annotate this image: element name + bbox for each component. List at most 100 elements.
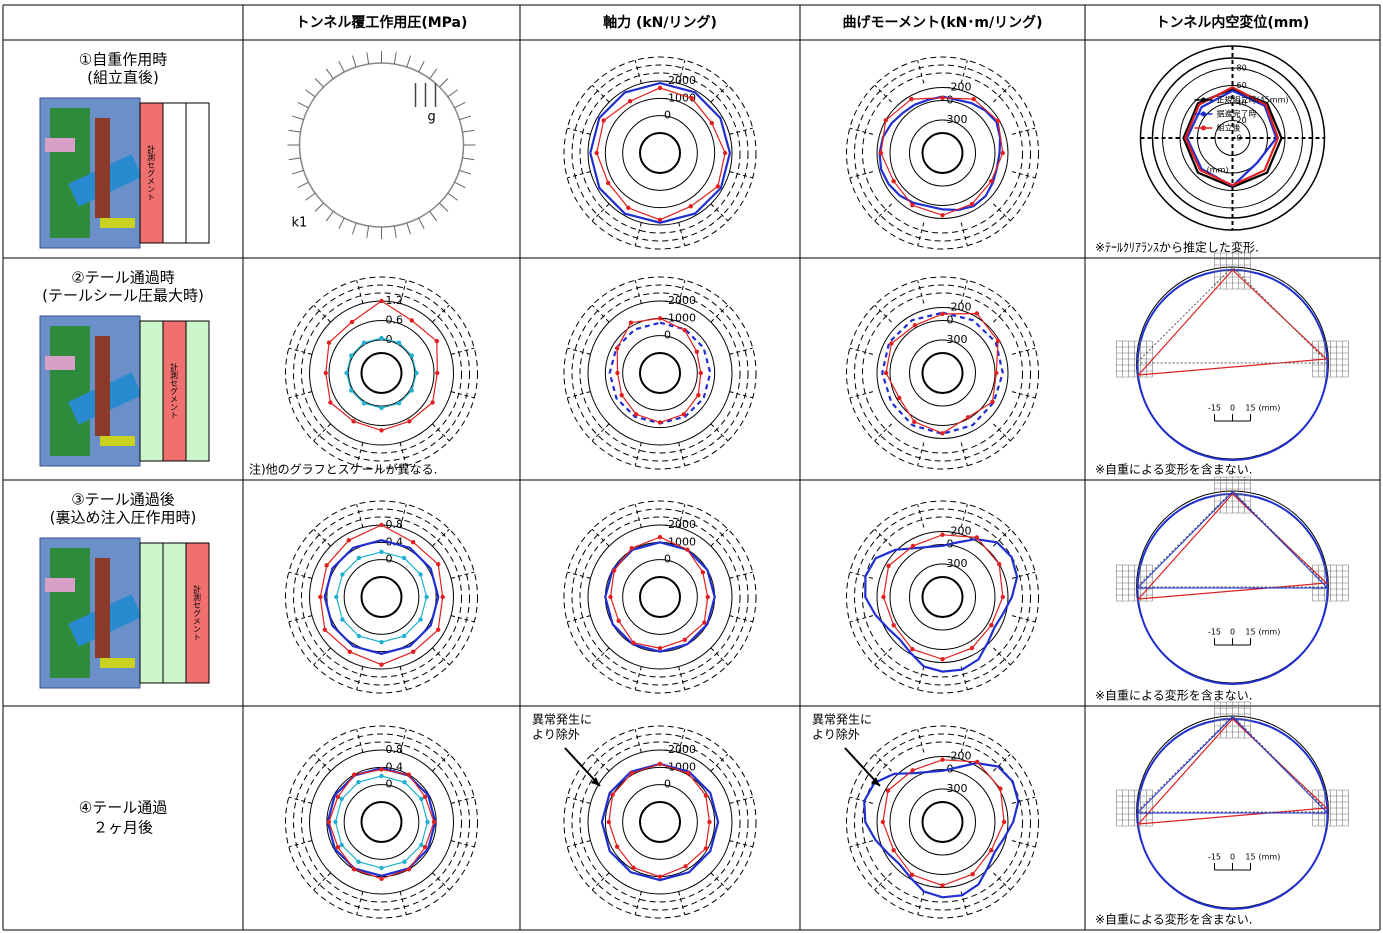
series-marker bbox=[704, 846, 708, 850]
spoke bbox=[635, 667, 641, 690]
series-marker bbox=[686, 771, 690, 775]
series-marker bbox=[891, 848, 895, 852]
pressure-arrow bbox=[298, 102, 309, 107]
series-marker bbox=[430, 400, 434, 404]
pressure-arrow bbox=[352, 223, 356, 234]
pressure-arrow bbox=[439, 203, 447, 211]
machine-part bbox=[45, 578, 75, 592]
pressure-arrow bbox=[339, 218, 344, 229]
scale-label: -15 bbox=[1208, 628, 1221, 637]
ring-label: 0.8 bbox=[386, 743, 404, 756]
row-label: ②テール通過時 bbox=[71, 269, 174, 287]
series-marker bbox=[410, 353, 414, 357]
series-line bbox=[590, 83, 730, 223]
series-marker bbox=[615, 371, 619, 375]
series-marker bbox=[349, 353, 353, 357]
series-marker bbox=[658, 316, 662, 320]
spoke bbox=[635, 443, 641, 466]
pressure-arrow bbox=[292, 170, 303, 174]
series-marker bbox=[328, 400, 332, 404]
spoke bbox=[679, 223, 685, 246]
note: ※自重による変形を含まない. bbox=[1095, 462, 1253, 477]
machine-part bbox=[50, 326, 90, 456]
series-marker bbox=[909, 97, 913, 101]
series-marker bbox=[940, 96, 944, 100]
series-line bbox=[597, 88, 725, 220]
core-circle bbox=[640, 353, 680, 393]
machine-part bbox=[100, 658, 135, 668]
scale-label: 0 bbox=[1230, 853, 1235, 862]
core-circle bbox=[640, 802, 680, 842]
series-marker bbox=[940, 213, 944, 217]
spoke bbox=[451, 841, 474, 847]
ring bbox=[623, 116, 698, 191]
ring-label: -200 bbox=[947, 301, 972, 314]
series-marker bbox=[411, 650, 415, 654]
ring bbox=[623, 336, 698, 411]
series-marker bbox=[683, 638, 687, 642]
spoke bbox=[357, 892, 363, 915]
core-circle bbox=[923, 353, 963, 393]
series-marker bbox=[616, 619, 620, 623]
spoke bbox=[635, 504, 641, 527]
series-marker bbox=[344, 371, 348, 375]
row-label: (裏込め注入圧作用時) bbox=[50, 509, 197, 527]
ring-label: -2000 bbox=[664, 294, 696, 307]
series-marker bbox=[619, 393, 623, 397]
spoke bbox=[567, 797, 590, 803]
core-circle bbox=[923, 802, 963, 842]
series-marker bbox=[884, 371, 888, 375]
pressure-arrow bbox=[326, 69, 333, 79]
lining-circle bbox=[300, 63, 464, 227]
spoke bbox=[850, 841, 873, 847]
series-marker bbox=[971, 97, 975, 101]
segment-ring bbox=[163, 543, 186, 683]
pressure-arrow bbox=[439, 79, 447, 87]
segment-ring bbox=[163, 103, 186, 243]
series-marker bbox=[658, 86, 662, 90]
series-marker bbox=[996, 119, 1000, 123]
tunnel-deformed bbox=[1138, 719, 1328, 909]
series-marker bbox=[658, 218, 662, 222]
spoke bbox=[357, 667, 363, 690]
series-marker bbox=[970, 646, 974, 650]
spoke bbox=[289, 616, 312, 622]
spoke bbox=[918, 443, 924, 466]
series-marker bbox=[379, 550, 383, 554]
series-marker bbox=[356, 860, 360, 864]
k-label: k1 bbox=[292, 216, 308, 231]
machine-part bbox=[45, 356, 75, 370]
series-marker bbox=[347, 538, 351, 542]
series-marker bbox=[435, 371, 439, 375]
series-marker bbox=[989, 179, 993, 183]
spoke bbox=[567, 128, 590, 134]
spoke bbox=[451, 348, 474, 354]
ring-label: 0 bbox=[664, 553, 671, 566]
ring-label: -200 bbox=[947, 81, 972, 94]
spoke bbox=[357, 280, 363, 303]
spoke bbox=[730, 128, 753, 134]
series-marker bbox=[940, 883, 944, 887]
series-marker bbox=[629, 320, 633, 324]
legend-label: 正規組立時(45mm) bbox=[1217, 95, 1289, 105]
series-marker bbox=[594, 151, 598, 155]
scale-unit: (mm) bbox=[1259, 853, 1281, 862]
core-circle bbox=[640, 133, 680, 173]
ring bbox=[910, 564, 976, 630]
series-line bbox=[325, 540, 439, 654]
results-table: トンネル覆工作用圧(MPa)軸力 (kN/リング)曲げモーメント(kN･m/リン… bbox=[0, 0, 1383, 933]
series-marker bbox=[975, 535, 979, 539]
note: ※ﾃｰﾙｸﾘｱﾗﾝｽから推定した変形. bbox=[1095, 240, 1259, 255]
pressure-arrow bbox=[407, 56, 411, 67]
series-marker bbox=[966, 415, 970, 419]
spoke bbox=[635, 729, 641, 752]
series-marker bbox=[989, 848, 993, 852]
spoke bbox=[635, 280, 641, 303]
series-marker bbox=[910, 873, 914, 877]
series-marker bbox=[379, 877, 383, 881]
spoke bbox=[730, 172, 753, 178]
series-marker bbox=[350, 320, 354, 324]
series-marker bbox=[685, 547, 689, 551]
series-marker bbox=[631, 866, 635, 870]
series-marker bbox=[601, 118, 605, 122]
